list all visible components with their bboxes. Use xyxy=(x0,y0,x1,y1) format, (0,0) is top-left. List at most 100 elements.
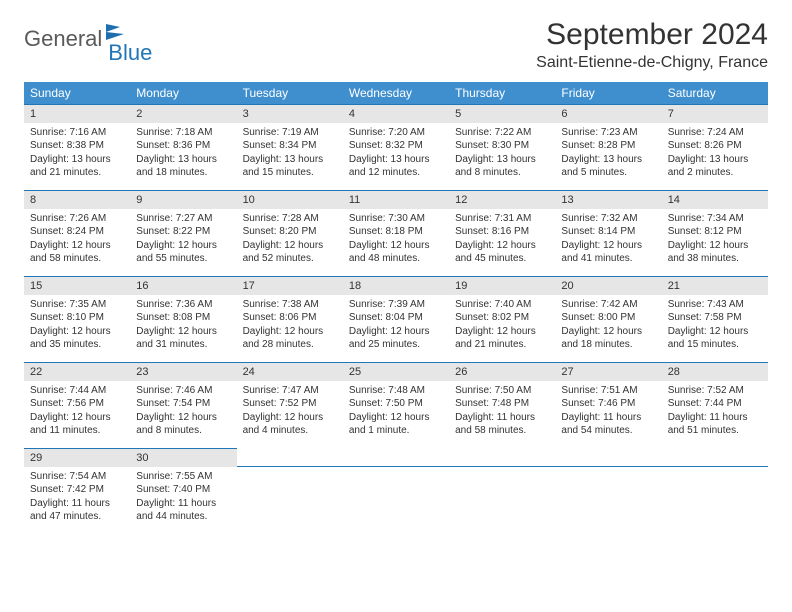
sunrise-text: Sunrise: 7:20 AM xyxy=(349,126,443,140)
day-data-cell: Sunrise: 7:31 AMSunset: 8:16 PMDaylight:… xyxy=(449,209,555,277)
sunset-text: Sunset: 7:58 PM xyxy=(668,311,762,325)
sunset-text: Sunset: 8:38 PM xyxy=(30,139,124,153)
week-daynum-row: 891011121314 xyxy=(24,191,768,209)
title-block: September 2024 Saint-Etienne-de-Chigny, … xyxy=(536,18,768,72)
calendar-table: Sunday Monday Tuesday Wednesday Thursday… xyxy=(24,82,768,535)
sunrise-text: Sunrise: 7:39 AM xyxy=(349,298,443,312)
day-number-cell: 12 xyxy=(449,191,555,209)
sunset-text: Sunset: 8:18 PM xyxy=(349,225,443,239)
dow-wednesday: Wednesday xyxy=(343,82,449,105)
daylight-text: Daylight: 13 hours and 5 minutes. xyxy=(561,153,655,180)
sunrise-text: Sunrise: 7:42 AM xyxy=(561,298,655,312)
sunset-text: Sunset: 8:28 PM xyxy=(561,139,655,153)
day-data-cell: Sunrise: 7:46 AMSunset: 7:54 PMDaylight:… xyxy=(130,381,236,449)
sunset-text: Sunset: 8:16 PM xyxy=(455,225,549,239)
sunrise-text: Sunrise: 7:52 AM xyxy=(668,384,762,398)
daylight-text: Daylight: 12 hours and 11 minutes. xyxy=(30,411,124,438)
sunrise-text: Sunrise: 7:19 AM xyxy=(243,126,337,140)
day-data-cell: Sunrise: 7:32 AMSunset: 8:14 PMDaylight:… xyxy=(555,209,661,277)
day-number-cell: 1 xyxy=(24,105,130,123)
week-data-row: Sunrise: 7:54 AMSunset: 7:42 PMDaylight:… xyxy=(24,467,768,535)
daylight-text: Daylight: 13 hours and 8 minutes. xyxy=(455,153,549,180)
sunset-text: Sunset: 8:36 PM xyxy=(136,139,230,153)
day-number-cell: 18 xyxy=(343,277,449,295)
sunset-text: Sunset: 8:24 PM xyxy=(30,225,124,239)
day-data-cell: Sunrise: 7:50 AMSunset: 7:48 PMDaylight:… xyxy=(449,381,555,449)
sunrise-text: Sunrise: 7:31 AM xyxy=(455,212,549,226)
day-data-cell: Sunrise: 7:55 AMSunset: 7:40 PMDaylight:… xyxy=(130,467,236,535)
daylight-text: Daylight: 12 hours and 28 minutes. xyxy=(243,325,337,352)
logo: General Blue xyxy=(24,26,170,52)
sunrise-text: Sunrise: 7:30 AM xyxy=(349,212,443,226)
daylight-text: Daylight: 12 hours and 52 minutes. xyxy=(243,239,337,266)
day-data-cell: Sunrise: 7:27 AMSunset: 8:22 PMDaylight:… xyxy=(130,209,236,277)
day-number-cell: 3 xyxy=(237,105,343,123)
sunset-text: Sunset: 8:04 PM xyxy=(349,311,443,325)
day-data-cell: Sunrise: 7:38 AMSunset: 8:06 PMDaylight:… xyxy=(237,295,343,363)
sunset-text: Sunset: 7:42 PM xyxy=(30,483,124,497)
sunrise-text: Sunrise: 7:46 AM xyxy=(136,384,230,398)
month-title: September 2024 xyxy=(536,18,768,52)
daylight-text: Daylight: 12 hours and 58 minutes. xyxy=(30,239,124,266)
day-data-cell: Sunrise: 7:20 AMSunset: 8:32 PMDaylight:… xyxy=(343,123,449,191)
day-number-cell: 29 xyxy=(24,449,130,467)
daylight-text: Daylight: 12 hours and 15 minutes. xyxy=(668,325,762,352)
day-number-cell: 10 xyxy=(237,191,343,209)
sunrise-text: Sunrise: 7:51 AM xyxy=(561,384,655,398)
day-data-cell: Sunrise: 7:47 AMSunset: 7:52 PMDaylight:… xyxy=(237,381,343,449)
daylight-text: Daylight: 11 hours and 54 minutes. xyxy=(561,411,655,438)
sunrise-text: Sunrise: 7:44 AM xyxy=(30,384,124,398)
location: Saint-Etienne-de-Chigny, France xyxy=(536,54,768,72)
daylight-text: Daylight: 11 hours and 44 minutes. xyxy=(136,497,230,524)
sunrise-text: Sunrise: 7:36 AM xyxy=(136,298,230,312)
sunset-text: Sunset: 8:34 PM xyxy=(243,139,337,153)
daylight-text: Daylight: 13 hours and 12 minutes. xyxy=(349,153,443,180)
week-daynum-row: 1234567 xyxy=(24,105,768,123)
day-data-cell: Sunrise: 7:16 AMSunset: 8:38 PMDaylight:… xyxy=(24,123,130,191)
day-number-cell: 27 xyxy=(555,363,661,381)
day-data-cell: Sunrise: 7:36 AMSunset: 8:08 PMDaylight:… xyxy=(130,295,236,363)
day-data-cell: Sunrise: 7:51 AMSunset: 7:46 PMDaylight:… xyxy=(555,381,661,449)
day-number-cell: 15 xyxy=(24,277,130,295)
daylight-text: Daylight: 11 hours and 58 minutes. xyxy=(455,411,549,438)
day-number-cell: 9 xyxy=(130,191,236,209)
sunset-text: Sunset: 8:32 PM xyxy=(349,139,443,153)
day-data-cell xyxy=(555,467,661,535)
sunrise-text: Sunrise: 7:40 AM xyxy=(455,298,549,312)
week-data-row: Sunrise: 7:44 AMSunset: 7:56 PMDaylight:… xyxy=(24,381,768,449)
daylight-text: Daylight: 11 hours and 51 minutes. xyxy=(668,411,762,438)
sunrise-text: Sunrise: 7:23 AM xyxy=(561,126,655,140)
day-data-cell: Sunrise: 7:30 AMSunset: 8:18 PMDaylight:… xyxy=(343,209,449,277)
week-data-row: Sunrise: 7:26 AMSunset: 8:24 PMDaylight:… xyxy=(24,209,768,277)
day-number-cell: 5 xyxy=(449,105,555,123)
sunset-text: Sunset: 8:12 PM xyxy=(668,225,762,239)
day-data-cell: Sunrise: 7:24 AMSunset: 8:26 PMDaylight:… xyxy=(662,123,768,191)
day-number-cell: 21 xyxy=(662,277,768,295)
sunrise-text: Sunrise: 7:32 AM xyxy=(561,212,655,226)
daylight-text: Daylight: 12 hours and 45 minutes. xyxy=(455,239,549,266)
sunrise-text: Sunrise: 7:28 AM xyxy=(243,212,337,226)
sunset-text: Sunset: 8:20 PM xyxy=(243,225,337,239)
day-data-cell: Sunrise: 7:43 AMSunset: 7:58 PMDaylight:… xyxy=(662,295,768,363)
sunrise-text: Sunrise: 7:26 AM xyxy=(30,212,124,226)
sunrise-text: Sunrise: 7:35 AM xyxy=(30,298,124,312)
sunrise-text: Sunrise: 7:38 AM xyxy=(243,298,337,312)
dow-friday: Friday xyxy=(555,82,661,105)
sunset-text: Sunset: 8:06 PM xyxy=(243,311,337,325)
day-data-cell xyxy=(237,467,343,535)
daylight-text: Daylight: 12 hours and 25 minutes. xyxy=(349,325,443,352)
day-data-cell: Sunrise: 7:22 AMSunset: 8:30 PMDaylight:… xyxy=(449,123,555,191)
sunset-text: Sunset: 8:00 PM xyxy=(561,311,655,325)
daylight-text: Daylight: 12 hours and 38 minutes. xyxy=(668,239,762,266)
dow-thursday: Thursday xyxy=(449,82,555,105)
day-number-cell: 26 xyxy=(449,363,555,381)
week-daynum-row: 22232425262728 xyxy=(24,363,768,381)
page-header: General Blue September 2024 Saint-Etienn… xyxy=(24,18,768,72)
sunset-text: Sunset: 7:44 PM xyxy=(668,397,762,411)
sunset-text: Sunset: 8:02 PM xyxy=(455,311,549,325)
daylight-text: Daylight: 12 hours and 48 minutes. xyxy=(349,239,443,266)
day-number-cell xyxy=(343,449,449,467)
daylight-text: Daylight: 12 hours and 8 minutes. xyxy=(136,411,230,438)
day-data-cell: Sunrise: 7:52 AMSunset: 7:44 PMDaylight:… xyxy=(662,381,768,449)
dow-tuesday: Tuesday xyxy=(237,82,343,105)
